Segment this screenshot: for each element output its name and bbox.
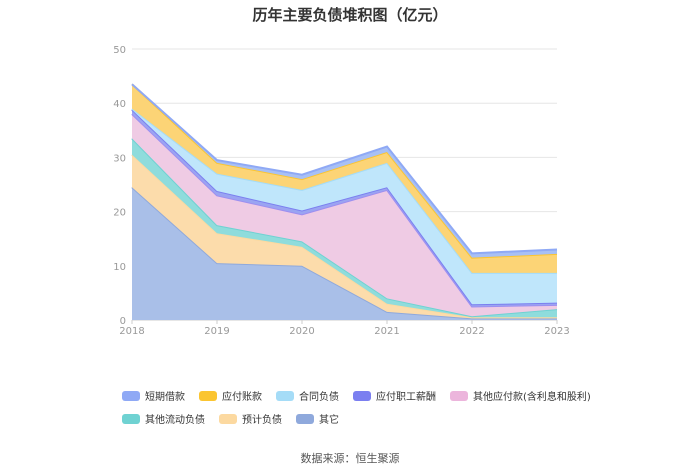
y-tick-label: 30: [113, 153, 126, 164]
x-tick-label: 2022: [459, 326, 484, 337]
x-tick-label: 2020: [289, 326, 314, 337]
legend-item[interactable]: 合同负债: [276, 388, 339, 403]
x-tick-label: 2023: [544, 326, 569, 337]
legend-swatch: [199, 390, 217, 401]
legend-swatch: [122, 413, 140, 424]
area-合同负债: [132, 108, 557, 305]
legend-label: 合同负债: [299, 392, 339, 403]
y-tick-label: 0: [120, 316, 126, 327]
legend-item[interactable]: 其它: [296, 411, 339, 426]
legend-swatch: [219, 413, 237, 424]
area-预计负债: [132, 154, 557, 319]
chart-title: 历年主要负债堆积图（亿元）: [252, 6, 448, 24]
legend-label: 短期借款: [145, 392, 185, 403]
legend-item[interactable]: 应付账款: [199, 388, 262, 403]
y-tick-label: 50: [113, 45, 126, 56]
legend-item[interactable]: 预计负债: [219, 411, 282, 426]
legend-label: 应付账款: [222, 392, 262, 403]
series-line-短期借款: [131, 83, 558, 255]
legend-swatch: [122, 390, 140, 401]
y-tick-label: 10: [113, 262, 126, 273]
legend-label: 其他流动负债: [145, 415, 205, 426]
x-tick-label: 2021: [374, 326, 399, 337]
area-其他应付款(含利息和股利): [132, 114, 557, 317]
legend-item[interactable]: 应付职工薪酬: [353, 388, 436, 403]
y-tick-label: 20: [113, 208, 126, 219]
legend-swatch: [276, 390, 294, 401]
legend-label: 其他应付款(含利息和股利): [473, 392, 591, 403]
legend-label: 预计负债: [242, 415, 282, 426]
data-source: 数据来源：恒生聚源: [300, 452, 400, 465]
legend-swatch: [450, 390, 468, 401]
legend-label: 应付职工薪酬: [376, 392, 436, 403]
legend-label: 其它: [319, 415, 339, 426]
legend-swatch: [353, 390, 371, 401]
area-其它: [132, 187, 557, 320]
legend: 短期借款 应付账款 合同负债 应付职工薪酬 其他应付款(含利息和股利) 其他流动负债 预计负…: [122, 388, 602, 426]
legend-swatch: [296, 413, 314, 424]
legend-item[interactable]: 其他流动负债: [122, 411, 205, 426]
area-其他流动负债: [132, 138, 557, 318]
legend-item[interactable]: 短期借款: [122, 388, 185, 403]
legend-item[interactable]: 其他应付款(含利息和股利): [450, 388, 591, 403]
x-tick-label: 2018: [119, 326, 144, 337]
y-tick-label: 40: [113, 99, 126, 110]
x-tick-label: 2019: [204, 326, 229, 337]
